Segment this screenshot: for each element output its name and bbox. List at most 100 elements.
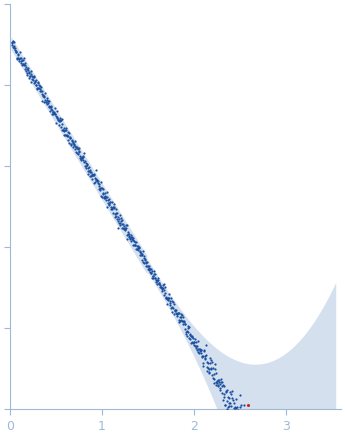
Point xyxy=(191,339,196,346)
Point xyxy=(136,245,141,252)
Point xyxy=(115,224,121,231)
Point xyxy=(70,139,75,146)
Point xyxy=(177,309,182,316)
Point xyxy=(143,259,148,266)
Point xyxy=(97,186,102,193)
Point xyxy=(220,397,226,404)
Point xyxy=(121,225,127,232)
Point xyxy=(187,336,192,343)
Point xyxy=(22,61,27,68)
Point xyxy=(137,249,142,256)
Point xyxy=(98,178,104,185)
Point xyxy=(245,419,251,426)
Point xyxy=(233,406,238,413)
Point xyxy=(88,168,93,175)
Point xyxy=(94,177,100,184)
Point xyxy=(46,100,51,107)
Point xyxy=(19,56,24,63)
Point xyxy=(73,143,79,150)
Point xyxy=(183,320,188,327)
Point xyxy=(207,359,213,366)
Point xyxy=(140,247,146,254)
Point xyxy=(91,171,97,178)
Point xyxy=(39,97,45,104)
Point xyxy=(33,81,39,88)
Point xyxy=(206,365,211,372)
Point xyxy=(51,108,57,115)
Point xyxy=(167,300,172,307)
Point xyxy=(179,312,185,319)
Point xyxy=(99,193,105,200)
Point xyxy=(218,378,224,385)
Point xyxy=(168,304,174,311)
Point xyxy=(17,55,23,62)
Point xyxy=(30,75,35,82)
Point xyxy=(158,282,163,289)
Point xyxy=(85,162,90,169)
Point xyxy=(82,157,88,164)
Point xyxy=(38,82,43,89)
Point xyxy=(15,52,20,59)
Point xyxy=(223,401,228,408)
Point xyxy=(52,104,57,111)
Point xyxy=(208,365,214,372)
Point xyxy=(115,215,120,222)
Point xyxy=(73,149,79,156)
Point xyxy=(54,114,60,121)
Point xyxy=(178,316,184,323)
Point xyxy=(179,313,184,320)
Point xyxy=(146,263,152,270)
Point xyxy=(110,210,116,217)
Point xyxy=(41,94,47,101)
Point xyxy=(182,326,187,333)
Point xyxy=(201,347,207,354)
Point xyxy=(104,194,110,201)
Point xyxy=(168,298,173,305)
Point xyxy=(131,238,137,245)
Point xyxy=(197,349,202,356)
Point xyxy=(47,108,53,115)
Point xyxy=(247,425,252,432)
Point xyxy=(148,269,154,276)
Point xyxy=(211,375,217,382)
Point xyxy=(39,87,45,94)
Point xyxy=(159,287,164,294)
Point xyxy=(165,295,171,302)
Point xyxy=(128,232,134,239)
Point xyxy=(190,334,196,341)
Point xyxy=(37,88,42,95)
Point xyxy=(121,222,127,229)
Point xyxy=(81,159,87,166)
Point xyxy=(75,144,80,151)
Point xyxy=(12,44,18,51)
Point xyxy=(240,435,245,437)
Point xyxy=(204,352,209,359)
Point xyxy=(253,429,258,436)
Point xyxy=(184,327,190,334)
Point xyxy=(96,180,102,187)
Point xyxy=(157,283,162,290)
Point xyxy=(117,220,122,227)
Point xyxy=(190,339,196,346)
Point xyxy=(93,176,99,183)
Point xyxy=(128,234,134,241)
Point xyxy=(200,363,206,370)
Point xyxy=(59,126,64,133)
Point xyxy=(224,398,229,405)
Point xyxy=(104,188,109,195)
Point xyxy=(78,155,83,162)
Point xyxy=(58,117,63,124)
Point xyxy=(227,402,232,409)
Point xyxy=(182,321,188,328)
Point xyxy=(50,108,55,115)
Point xyxy=(177,318,183,325)
Point xyxy=(254,423,259,430)
Point xyxy=(119,224,125,231)
Point xyxy=(53,111,58,118)
Point xyxy=(170,299,176,306)
Point xyxy=(215,382,220,389)
Point xyxy=(152,274,158,281)
Point xyxy=(13,48,18,55)
Point xyxy=(149,274,155,281)
Point xyxy=(10,39,15,46)
